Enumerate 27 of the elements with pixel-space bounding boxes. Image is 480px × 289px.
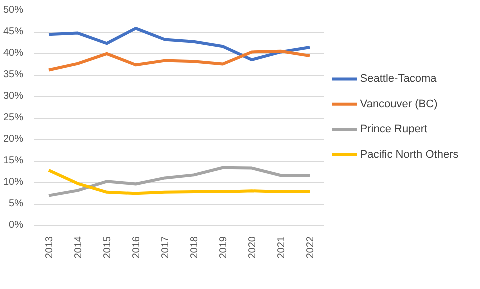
y-tick-label: 20% bbox=[3, 134, 24, 145]
y-tick-label: 30% bbox=[3, 91, 24, 102]
legend-label: Prince Rupert bbox=[360, 124, 428, 136]
x-tick-label: 2020 bbox=[248, 236, 258, 259]
x-tick-label: 2019 bbox=[218, 236, 230, 259]
y-tick-label: 50% bbox=[3, 5, 24, 16]
legend-label: Seattle-Tacoma bbox=[360, 73, 438, 86]
line-series bbox=[48, 27, 312, 62]
x-tick-label: 2022 bbox=[306, 236, 316, 259]
y-tick-label: 40% bbox=[3, 48, 24, 59]
y-tick-label: 0% bbox=[9, 220, 24, 231]
x-tick-label: 2014 bbox=[74, 236, 84, 259]
line-series bbox=[48, 50, 312, 72]
x-tick-label: 2013 bbox=[44, 236, 56, 259]
legend-label: Pacific North Others bbox=[360, 148, 460, 161]
x-tick-label: 2021 bbox=[276, 236, 288, 259]
x-tick-label: 2018 bbox=[190, 236, 200, 259]
y-tick-label: 35% bbox=[3, 70, 24, 80]
y-tick-label: 15% bbox=[3, 156, 24, 166]
x-tick-label: 2015 bbox=[102, 236, 114, 259]
y-tick-label: 25% bbox=[3, 112, 24, 124]
y-tick-label: 45% bbox=[3, 26, 24, 38]
legend-label: Vancouver (BC) bbox=[360, 98, 438, 110]
y-tick-label: 10% bbox=[3, 177, 24, 188]
x-tick-label: 2016 bbox=[132, 236, 142, 259]
y-tick-label: 5% bbox=[9, 198, 24, 210]
x-tick-label: 2017 bbox=[160, 236, 172, 259]
